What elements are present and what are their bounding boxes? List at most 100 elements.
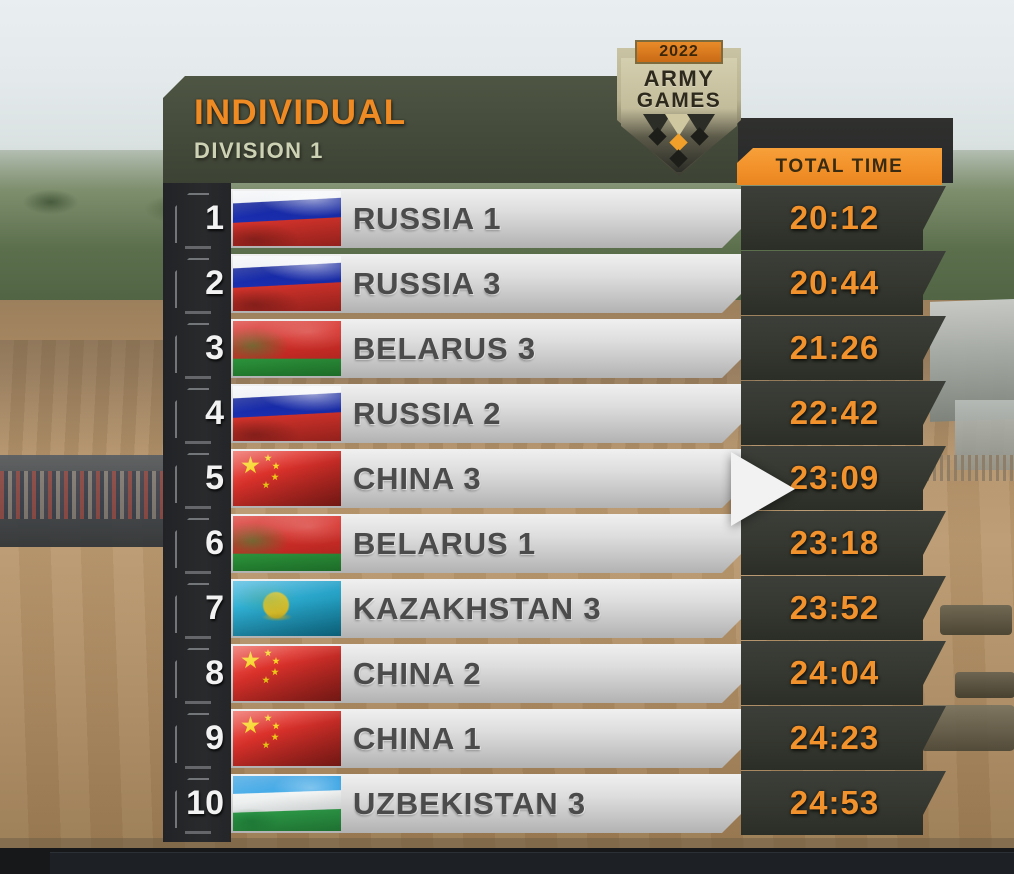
table-row: 8 CHINA 2 24:04	[163, 641, 953, 706]
rank-value: 9	[205, 719, 224, 757]
rank-tick-icon	[185, 376, 211, 379]
country-name: RUSSIA 2	[353, 395, 502, 431]
table-row: 5 CHINA 3 23:09	[163, 446, 953, 511]
spectator-stand	[0, 455, 170, 547]
rank-value: 10	[186, 784, 224, 822]
rank-bracket-icon	[175, 388, 209, 438]
table-row: 2 RUSSIA 3 20:44	[163, 251, 953, 316]
country-plate: RUSSIA 3	[231, 254, 741, 313]
vehicle-2	[955, 672, 1014, 698]
flag-icon-belarus	[233, 516, 341, 571]
rank-bracket-icon	[175, 518, 209, 568]
table-row: 3 BELARUS 3 21:26	[163, 316, 953, 381]
vehicle-1	[940, 605, 1012, 635]
country-plate: CHINA 1	[231, 709, 741, 768]
country-name: BELARUS 3	[353, 330, 536, 366]
flag-icon-china	[233, 451, 341, 506]
page-subtitle: DIVISION 1	[194, 138, 324, 163]
total-time-value: 24:23	[789, 719, 880, 756]
rank-cell: 3	[163, 316, 231, 381]
total-time-value: 20:44	[789, 264, 880, 301]
rank-value: 6	[205, 524, 224, 562]
rank-bracket-icon	[175, 648, 209, 698]
standings-rows: 1 RUSSIA 1 20:12 2 RUSSIA 3 20:44 3 BELARUS 3 21…	[163, 186, 953, 836]
country-name: CHINA 2	[353, 655, 482, 691]
country-plate: KAZAKHSTAN 3	[231, 579, 741, 638]
total-time-value: 24:53	[789, 784, 880, 821]
table-row: 10 UZBEKISTAN 3 24:53	[163, 771, 953, 836]
table-row: 7 KAZAKHSTAN 3 23:52	[163, 576, 953, 641]
rank-value: 7	[205, 589, 224, 627]
rank-rail	[163, 183, 231, 842]
total-time-header: TOTAL TIME	[737, 148, 942, 185]
chevron-ornament-icon	[639, 114, 719, 170]
rank-cell: 7	[163, 576, 231, 641]
army-games-emblem: 2022 ARMY GAMES	[609, 34, 749, 179]
rank-value: 2	[205, 264, 224, 302]
ground-shadow	[0, 838, 1014, 848]
table-row: 6 BELARUS 1 23:18	[163, 511, 953, 576]
total-time-value: 22:42	[789, 394, 880, 431]
table-row: 4 RUSSIA 2 22:42	[163, 381, 953, 446]
rank-cell: 4	[163, 381, 231, 446]
flag-icon-russia	[233, 191, 341, 246]
flag-icon-kazakhstan	[233, 581, 341, 636]
country-plate: RUSSIA 2	[231, 384, 741, 443]
rank-cell: 6	[163, 511, 231, 576]
total-time-cell: 24:23	[741, 706, 946, 770]
country-name: RUSSIA 1	[353, 200, 502, 236]
rank-bracket-icon	[175, 453, 209, 503]
total-time-value: 23:18	[789, 524, 880, 561]
total-time-value: 23:52	[789, 589, 880, 626]
rank-tick-icon	[185, 311, 211, 314]
rank-tick-icon	[185, 636, 211, 639]
flag-icon-russia	[233, 256, 341, 311]
rank-tick-icon	[185, 246, 211, 249]
rank-cell: 1	[163, 186, 231, 251]
player-bottom-bar	[0, 848, 1014, 874]
country-plate: CHINA 3	[231, 449, 741, 508]
flag-icon-china	[233, 646, 341, 701]
rank-tick-icon	[185, 441, 211, 444]
total-time-cell: 24:04	[741, 641, 946, 705]
rank-cell: 5	[163, 446, 231, 511]
flag-icon-china	[233, 711, 341, 766]
total-time-cell: 20:44	[741, 251, 946, 315]
rank-cell: 9	[163, 706, 231, 771]
country-plate: RUSSIA 1	[231, 189, 741, 248]
total-time-value: 20:12	[789, 199, 880, 236]
rank-cell: 2	[163, 251, 231, 316]
country-name: RUSSIA 3	[353, 265, 502, 301]
total-time-value: 21:26	[789, 329, 880, 366]
rank-tick-icon	[185, 831, 211, 834]
country-plate: BELARUS 3	[231, 319, 741, 378]
standings-scoreboard: INDIVIDUAL DIVISION 1 2022 ARMY GAMES TO…	[163, 40, 953, 842]
rank-cell: 8	[163, 641, 231, 706]
rank-tick-icon	[185, 701, 211, 704]
rank-value: 1	[205, 199, 224, 237]
rank-bracket-icon	[175, 193, 209, 243]
page-title: INDIVIDUAL	[194, 93, 407, 132]
rank-value: 3	[205, 329, 224, 367]
rank-bracket-icon	[175, 583, 209, 633]
flag-icon-belarus	[233, 321, 341, 376]
country-name: UZBEKISTAN 3	[353, 785, 586, 821]
total-time-cell: 24:53	[741, 771, 946, 835]
rank-value: 5	[205, 459, 224, 497]
rank-value: 4	[205, 394, 224, 432]
country-plate: UZBEKISTAN 3	[231, 774, 741, 833]
total-time-label: TOTAL TIME	[775, 155, 904, 177]
total-time-value: 24:04	[789, 654, 880, 691]
rank-bracket-icon	[175, 713, 209, 763]
total-time-cell: 23:52	[741, 576, 946, 640]
rank-bracket-icon	[175, 258, 209, 308]
rank-cell: 10	[163, 771, 231, 836]
country-name: KAZAKHSTAN 3	[353, 590, 602, 626]
country-plate: CHINA 2	[231, 644, 741, 703]
rank-value: 8	[205, 654, 224, 692]
table-row: 1 RUSSIA 1 20:12	[163, 186, 953, 251]
logo-line-1: ARMY	[643, 66, 715, 91]
play-icon[interactable]	[731, 452, 799, 526]
player-controls-strip[interactable]	[50, 852, 1014, 874]
